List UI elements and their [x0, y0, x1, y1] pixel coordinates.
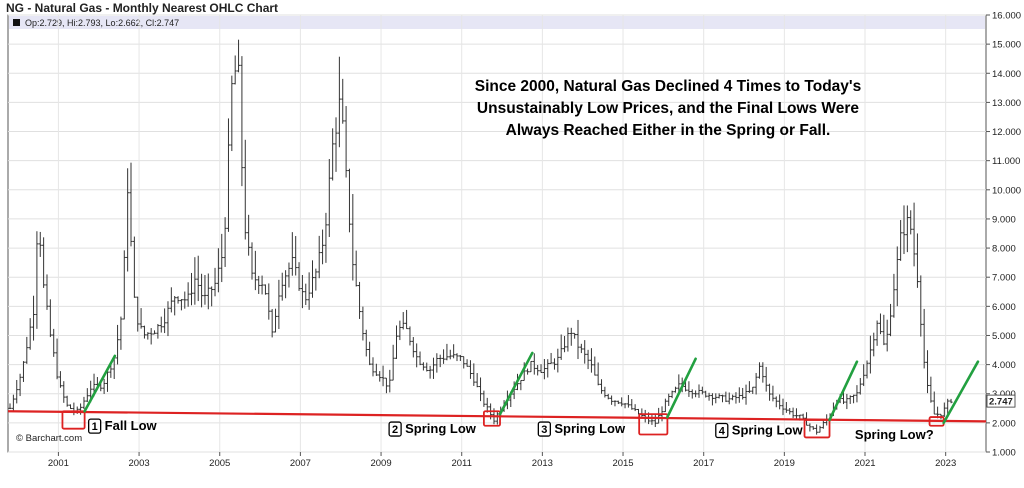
annotation-label: Spring Low: [405, 421, 477, 436]
annotation-label: Spring Low: [554, 421, 626, 436]
low-box: [638, 413, 669, 436]
y-tick-label: 13.000: [992, 98, 1021, 109]
x-tick-label: 2005: [209, 458, 230, 469]
x-tick-label: 2011: [451, 458, 471, 469]
annotation-number: 4: [719, 426, 726, 438]
y-tick-label: 4.000: [992, 360, 1016, 371]
x-tick-label: 2021: [854, 458, 875, 469]
trend-line: [498, 351, 534, 416]
y-axis: 1.0002.0003.0004.0005.0006.0007.0008.000…: [986, 11, 1021, 459]
trend-line: [942, 360, 980, 425]
trend-line: [83, 354, 117, 413]
x-tick-label: 2015: [612, 458, 633, 469]
x-tick-label: 2001: [48, 458, 69, 469]
x-tick-label: 2023: [935, 458, 956, 469]
low-box: [482, 410, 501, 427]
last-price-label: 2.747: [989, 397, 1013, 408]
ohlc-readout: Op:2.729, Hi:2.793, Lo:2.662, Cl:2.747: [25, 18, 179, 28]
trend-line: [828, 360, 859, 422]
barchart-watermark: © Barchart.com: [16, 433, 82, 444]
low-box: [803, 419, 831, 439]
annotation-fall-low: 1 Fall Low: [88, 418, 158, 434]
annotation-number: 2: [392, 424, 398, 436]
gridlines: [8, 14, 986, 453]
y-tick-label: 10.000: [992, 185, 1021, 196]
annotation-spring-low-question: Spring Low?: [855, 427, 934, 442]
annotation-number-box: [715, 422, 729, 439]
annotation-number: 3: [541, 424, 547, 436]
y-tick-label: 6.000: [992, 302, 1016, 313]
y-tick-label: 7.000: [992, 273, 1016, 284]
ohlc-bars: [8, 39, 953, 435]
x-tick-label: 2019: [774, 458, 795, 469]
annotation-label: Fall Low: [105, 418, 158, 433]
annotation-spring-low-3: 3 Spring Low: [537, 421, 626, 437]
plot-area: [7, 14, 987, 453]
annotation-spring-low-2: 2 Spring Low: [388, 421, 477, 437]
x-tick-label: 2017: [693, 458, 714, 469]
last-price-tag: [986, 394, 1016, 408]
y-tick-label: 8.000: [992, 244, 1016, 255]
x-tick-label: 2007: [290, 458, 311, 469]
x-tick-label: 2013: [532, 458, 553, 469]
trend-line: [666, 357, 697, 419]
y-tick-label: 9.000: [992, 214, 1016, 225]
annotation-spring-low-4: 4 Spring Low: [715, 422, 804, 439]
annotation-number: 1: [92, 421, 98, 433]
y-tick-label: 1.000: [992, 448, 1016, 459]
x-tick-label: 2009: [370, 458, 391, 469]
headline-line-3: Always Reached Either in the Spring or F…: [506, 122, 831, 139]
y-tick-label: 5.000: [992, 331, 1016, 342]
chart-title: NG - Natural Gas - Monthly Nearest OHLC …: [6, 1, 279, 15]
y-tick-label: 16.000: [992, 11, 1021, 22]
annotation-number-box: [88, 418, 102, 434]
annotation-label: Spring Low: [732, 423, 804, 438]
headline-line-1: Since 2000, Natural Gas Declined 4 Times…: [475, 78, 861, 95]
ohlc-readout-band: [9, 16, 985, 29]
x-tick-label: 2003: [129, 458, 150, 469]
y-tick-label: 14.000: [992, 69, 1021, 80]
annotation-label: Spring Low?: [855, 427, 934, 442]
y-tick-label: 2.000: [992, 418, 1016, 429]
x-axis: 2001 2003 2005 2007 2009 2011 2013 2015 2017 2019…: [48, 452, 956, 469]
trend-lines: [83, 351, 980, 425]
low-box: [61, 410, 86, 430]
headline-line-2: Unsustainably Low Prices, and the Final …: [477, 100, 860, 117]
readout-marker-square: [13, 19, 20, 26]
annotation-number-box: [388, 421, 402, 437]
annotation-number-box: [537, 421, 551, 437]
y-tick-label: 12.000: [992, 127, 1021, 138]
y-tick-label: 11.000: [992, 156, 1020, 167]
y-tick-label: 15.000: [992, 40, 1021, 51]
